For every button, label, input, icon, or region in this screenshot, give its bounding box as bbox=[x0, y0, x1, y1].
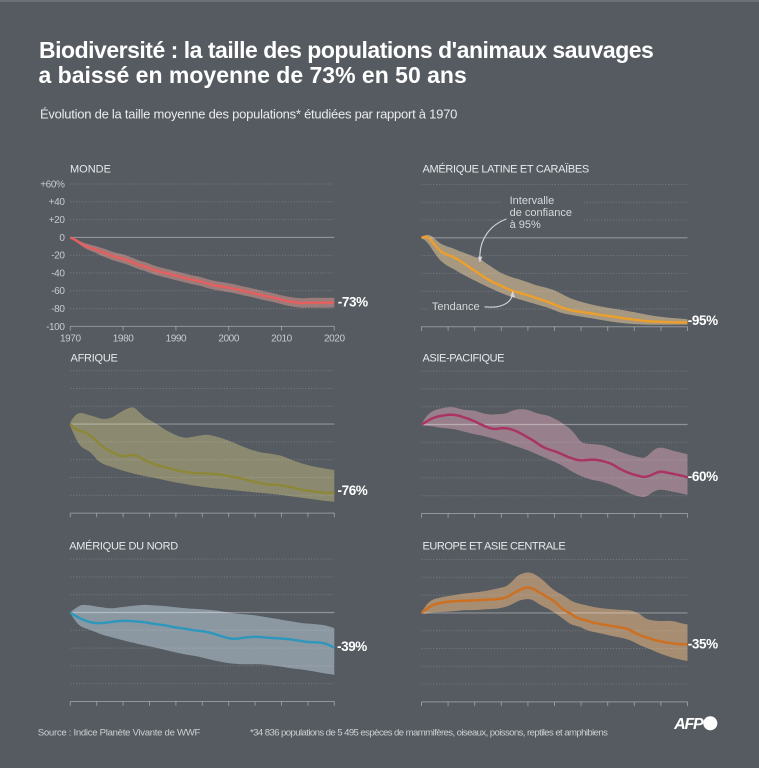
svg-text:+60%: +60% bbox=[40, 179, 65, 190]
svg-text:de confiance: de confiance bbox=[510, 207, 572, 219]
svg-text:MONDE: MONDE bbox=[70, 164, 111, 176]
svg-text:0: 0 bbox=[59, 233, 65, 244]
svg-text:-20: -20 bbox=[51, 251, 65, 262]
svg-text:1980: 1980 bbox=[113, 334, 134, 345]
svg-text:-73%: -73% bbox=[338, 295, 368, 310]
svg-text:à 95%: à 95% bbox=[510, 219, 541, 231]
svg-text:-60%: -60% bbox=[688, 469, 718, 484]
svg-text:2000: 2000 bbox=[218, 334, 239, 345]
svg-text:-39%: -39% bbox=[337, 639, 367, 654]
svg-text:-60: -60 bbox=[51, 286, 65, 297]
svg-text:ASIE-PACIFIQUE: ASIE-PACIFIQUE bbox=[423, 352, 505, 364]
svg-text:-35%: -35% bbox=[688, 636, 718, 651]
svg-text:-95%: -95% bbox=[688, 313, 718, 328]
svg-text:Intervalle: Intervalle bbox=[510, 195, 555, 207]
svg-text:AFRIQUE: AFRIQUE bbox=[71, 352, 118, 364]
svg-text:2020: 2020 bbox=[324, 334, 345, 345]
svg-text:Source : Indice Planète Vivant: Source : Indice Planète Vivante de WWF bbox=[38, 727, 201, 738]
svg-text:Tendance: Tendance bbox=[432, 301, 480, 313]
svg-text:-76%: -76% bbox=[338, 483, 368, 498]
svg-text:Biodiversité : la taille des p: Biodiversité : la taille des populations… bbox=[39, 37, 653, 63]
svg-text:-80: -80 bbox=[51, 304, 65, 315]
svg-text:2010: 2010 bbox=[271, 334, 292, 345]
svg-text:+40: +40 bbox=[49, 197, 66, 208]
svg-text:1990: 1990 bbox=[166, 334, 187, 345]
svg-text:1970: 1970 bbox=[60, 334, 81, 345]
svg-text:Évolution de la taille moyenne: Évolution de la taille moyenne des popul… bbox=[40, 107, 457, 122]
svg-text:+20: +20 bbox=[49, 215, 66, 226]
svg-text:AMÉRIQUE LATINE ET CARAÏBES: AMÉRIQUE LATINE ET CARAÏBES bbox=[423, 163, 589, 176]
svg-text:*34 836 populations de 5 495 e: *34 836 populations de 5 495 espèces de … bbox=[250, 727, 608, 738]
svg-text:-40: -40 bbox=[51, 268, 65, 279]
svg-text:AFP: AFP bbox=[673, 716, 704, 733]
svg-text:AMÉRIQUE DU NORD: AMÉRIQUE DU NORD bbox=[69, 540, 178, 553]
svg-text:EUROPE ET ASIE CENTRALE: EUROPE ET ASIE CENTRALE bbox=[423, 541, 566, 553]
svg-text:a baissé en moyenne de 73% en: a baissé en moyenne de 73% en 50 ans bbox=[39, 62, 467, 88]
svg-text:-100: -100 bbox=[46, 322, 65, 333]
